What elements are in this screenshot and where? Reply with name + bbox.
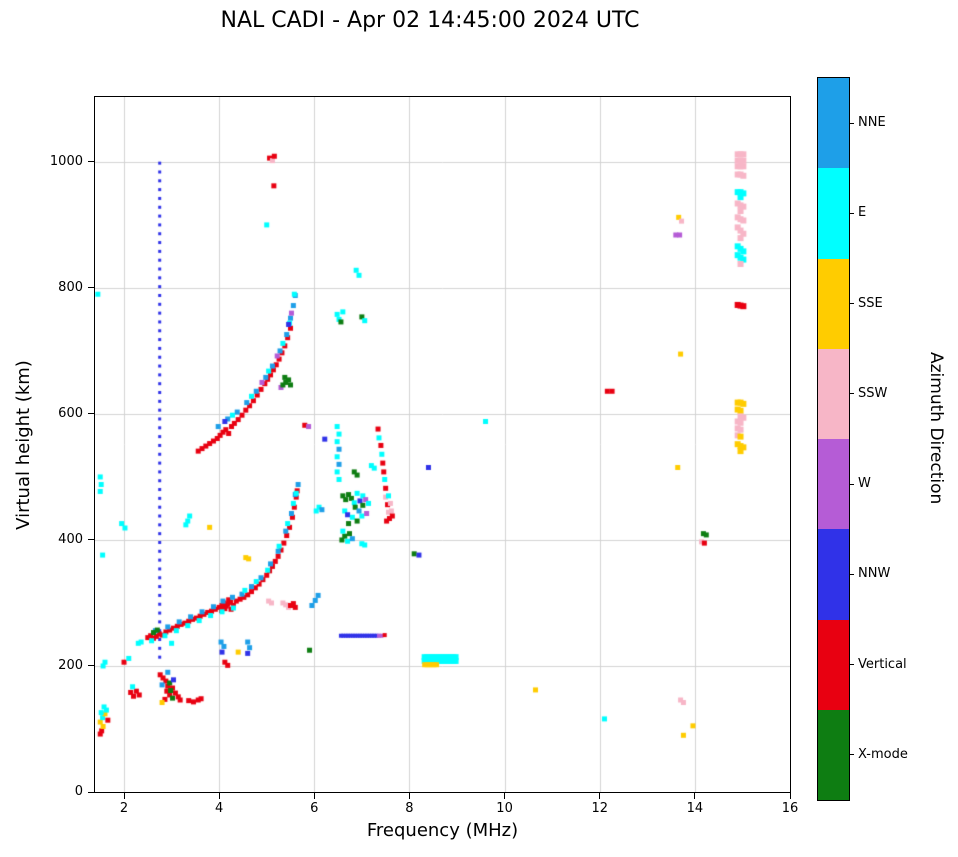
colorbar-tick-mark [850, 754, 854, 756]
y-tick-label: 0 [74, 784, 83, 799]
x-tick-label: 8 [405, 801, 414, 816]
x-axis-label: Frequency (MHz) [366, 820, 519, 841]
colorbar-tick-label: SSE [858, 295, 883, 311]
colorbar-tick-label: E [858, 205, 867, 221]
colorbar [817, 77, 850, 801]
y-tick-mark [88, 539, 94, 541]
x-tick-mark [408, 793, 410, 799]
y-tick-mark [88, 413, 94, 415]
colorbar-segment-nne [818, 78, 849, 169]
y-axis-label: Virtual height (km) [13, 360, 34, 530]
x-tick-mark [789, 793, 791, 799]
colorbar-segment-nnw [818, 529, 849, 620]
colorbar-tick-mark [850, 212, 854, 214]
colorbar-segment-sse [818, 258, 849, 349]
colorbar-tick-label: W [858, 476, 871, 492]
colorbar-tick-mark [850, 393, 854, 395]
x-tick-mark [123, 793, 125, 799]
colorbar-tick-mark [850, 122, 854, 124]
x-tick-label: 6 [310, 801, 319, 816]
x-tick-mark [504, 793, 506, 799]
colorbar-segment-vertical [818, 619, 849, 710]
colorbar-tick-label: NNE [858, 115, 886, 131]
y-tick-mark [88, 791, 94, 793]
colorbar-segment-ssw [818, 348, 849, 439]
colorbar-segment-x-mode [818, 709, 849, 800]
y-tick-mark [88, 287, 94, 289]
x-tick-label: 12 [591, 801, 608, 816]
y-tick-label: 200 [58, 657, 83, 673]
y-tick-label: 1000 [49, 153, 83, 169]
ionogram-canvas [95, 97, 790, 792]
colorbar-tick-mark [850, 573, 854, 575]
x-tick-label: 14 [686, 801, 704, 816]
y-tick-label: 800 [58, 279, 83, 295]
x-tick-label: 10 [496, 801, 513, 816]
colorbar-tick-label: X-mode [858, 746, 908, 762]
x-tick-label: 16 [781, 801, 799, 816]
y-tick-mark [88, 161, 94, 163]
x-tick-label: 4 [215, 801, 224, 816]
x-tick-mark [218, 793, 220, 799]
colorbar-tick-label: Vertical [858, 656, 907, 672]
colorbar-tick-label: NNW [858, 566, 891, 582]
y-tick-label: 600 [58, 405, 83, 421]
chart-title: NAL CADI - Apr 02 14:45:00 2024 UTC [220, 8, 640, 33]
y-tick-label: 400 [58, 531, 83, 547]
x-tick-mark [599, 793, 601, 799]
y-tick-mark [88, 665, 94, 667]
x-tick-mark [313, 793, 315, 799]
colorbar-tick-mark [850, 303, 854, 305]
colorbar-axis-label: Azimuth Direction [926, 352, 946, 505]
colorbar-segment-e [818, 168, 849, 259]
colorbar-tick-mark [850, 664, 854, 666]
x-tick-mark [694, 793, 696, 799]
colorbar-segment-w [818, 439, 849, 530]
colorbar-tick-mark [850, 483, 854, 485]
plot-area [94, 96, 791, 793]
x-tick-label: 2 [119, 801, 129, 816]
colorbar-tick-label: SSW [858, 385, 888, 401]
